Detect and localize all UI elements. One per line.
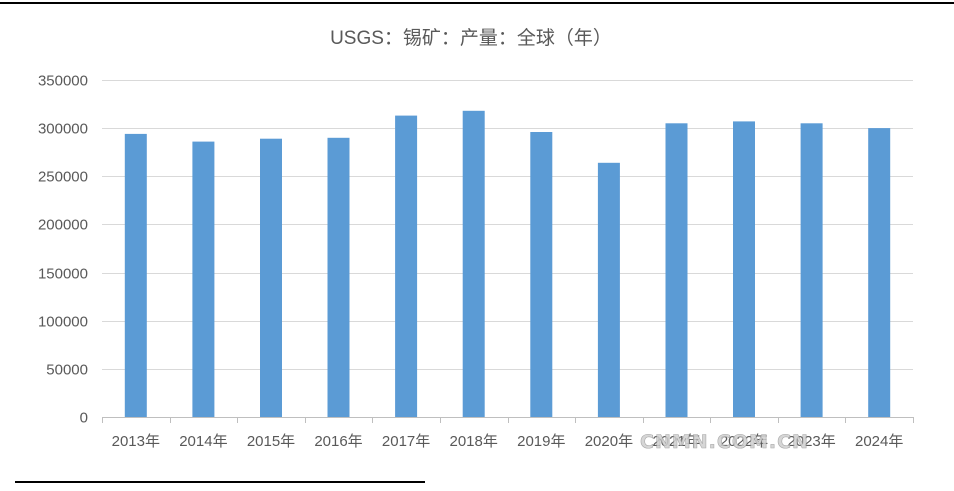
bars [124,110,891,418]
bar [868,128,891,417]
x-tick-label: 2019年 [517,433,565,450]
x-tick-label: 2016年 [314,433,362,450]
chart-title: USGS：锡矿：产量：全球（年） [330,27,612,49]
bar [124,133,147,417]
y-tick-label: 0 [80,410,88,427]
bar [733,121,755,418]
y-tick-label: 150000 [38,266,88,283]
bar [800,123,823,418]
x-tick-label: 2013年 [112,433,160,450]
y-axis-tick-labels: 0 50000 100000 150000 200000 250000 300000 3500… [38,73,88,427]
x-tick-label: 2017年 [382,433,430,450]
bar [327,137,350,418]
y-tick-label: 200000 [38,217,88,234]
bar [597,162,620,417]
bar [192,141,215,417]
x-tick-label: 2020年 [585,433,633,450]
bar [462,110,485,418]
y-tick-label: 50000 [46,362,88,379]
x-tick-label: 2021年 [652,433,700,450]
x-tick-label: 2023年 [787,433,835,450]
bar [665,123,688,418]
x-tick-label: 2014年 [179,433,227,450]
bottom-border-line [15,481,425,483]
bar [260,138,282,417]
top-border-line [0,2,954,4]
x-tick-label: 2018年 [450,433,498,450]
x-tick-label: 2024年 [855,433,903,450]
y-tick-label: 300000 [38,121,88,138]
x-axis [102,417,914,423]
bar [395,115,418,417]
x-tick-label: 2015年 [247,433,295,450]
x-tick-label: 2022年 [720,433,768,450]
x-axis-tick-labels: 2013年 2014年 2015年 2016年 2017年 2018年 2019年 2020年… [112,433,904,450]
y-tick-label: 250000 [38,169,88,186]
bar [530,132,553,417]
y-tick-label: 100000 [38,314,88,331]
y-tick-label: 350000 [38,73,88,90]
gridlines [102,80,913,370]
watermark: CNMN.COM.CN [640,431,809,453]
